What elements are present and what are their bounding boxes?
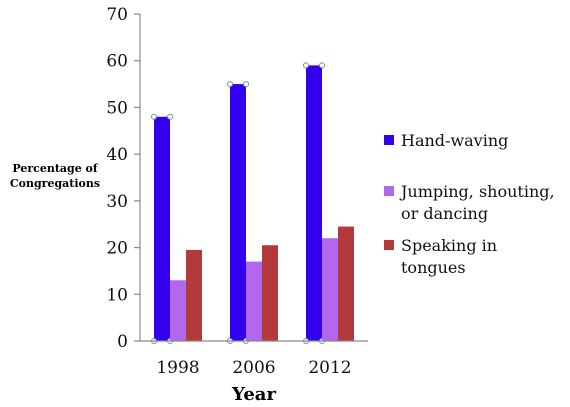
bar (306, 65, 322, 341)
x-category-label: 2012 (308, 358, 351, 378)
legend-label: tongues (401, 258, 466, 277)
bar (246, 261, 262, 341)
y-tick-label: 20 (106, 239, 128, 259)
selection-handle (303, 62, 309, 69)
legend-label: Speaking in (401, 236, 497, 255)
y-tick-label: 0 (117, 332, 128, 352)
y-axis-title-line: Percentage of (12, 162, 99, 175)
y-tick-label: 40 (106, 145, 128, 165)
bar (186, 249, 202, 341)
selection-handle (151, 113, 157, 120)
legend-label: Jumping, shouting, (399, 182, 555, 201)
x-axis-title: Year (231, 384, 276, 405)
selection-handle (243, 81, 249, 88)
bar (154, 116, 170, 342)
y-tick-label: 50 (106, 98, 128, 118)
selection-handle (227, 81, 233, 88)
x-category-label: 1998 (156, 358, 199, 378)
x-category-label: 2006 (232, 358, 275, 378)
selection-handle (319, 62, 325, 69)
axes (139, 14, 368, 342)
bars (151, 62, 354, 344)
legend-swatch (384, 240, 394, 250)
y-tick-label: 10 (106, 285, 128, 305)
x-axis-categories: 1998 2006 2012 (156, 358, 351, 378)
bar (170, 280, 186, 341)
y-axis-title: Percentage of Congregations (10, 162, 100, 190)
legend: Hand-waving Jumping, shouting, or dancing S… (384, 131, 555, 277)
selection-handle (167, 113, 173, 120)
legend-swatch (384, 186, 394, 196)
y-axis-ticks: 0 10 20 30 40 50 60 70 (106, 5, 140, 352)
y-tick-label: 70 (106, 5, 128, 25)
bar (338, 226, 354, 341)
y-tick-label: 30 (106, 192, 128, 212)
legend-swatch (384, 135, 394, 145)
bar (322, 238, 338, 341)
legend-label: or dancing (401, 204, 488, 223)
y-axis-title-line: Congregations (10, 177, 100, 190)
bar (262, 245, 278, 341)
bar (230, 84, 246, 342)
legend-label: Hand-waving (401, 131, 508, 150)
y-tick-label: 60 (106, 52, 128, 72)
